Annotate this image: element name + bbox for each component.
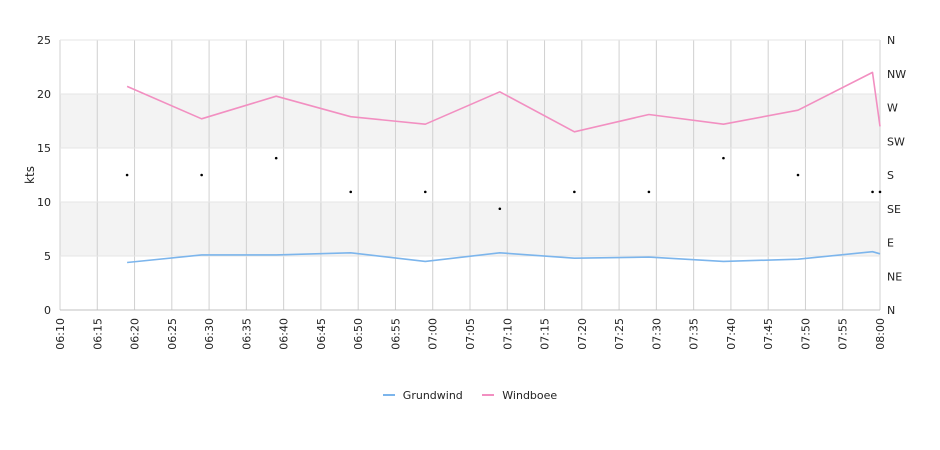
direction-point-9 <box>796 173 800 177</box>
x-tick-label-14: 07:20 <box>576 318 589 350</box>
direction-point-0 <box>125 173 129 177</box>
x-tick-label-10: 07:00 <box>427 318 440 350</box>
legend: Grundwind Windboee <box>0 386 940 402</box>
direction-point-1 <box>200 173 203 177</box>
direction-tick-label-1: NE <box>887 270 902 283</box>
y-tick-label-4: 20 <box>37 88 51 101</box>
legend-swatch-grundwind <box>382 394 395 396</box>
x-tick-label-5: 06:35 <box>240 318 253 350</box>
x-tick-label-4: 06:30 <box>203 318 216 350</box>
y-tick-label-5: 25 <box>37 34 51 47</box>
x-tick-label-8: 06:50 <box>352 318 365 350</box>
x-tick-label-16: 07:30 <box>650 318 663 350</box>
x-tick-label-19: 07:45 <box>762 318 775 350</box>
x-tick-label-9: 06:55 <box>389 318 402 350</box>
legend-swatch-windboee <box>482 394 495 396</box>
series-lines <box>126 71 881 264</box>
direction-tick-label-5: SW <box>887 135 905 148</box>
direction-tick-label-4: S <box>887 169 894 182</box>
direction-tick-label-7: NW <box>887 68 906 81</box>
direction-point-11 <box>878 190 882 194</box>
direction-tick-label-2: E <box>887 237 894 250</box>
direction-point-10 <box>871 190 874 194</box>
legend-item-windboee[interactable]: Windboee <box>482 389 557 402</box>
direction-point-7 <box>647 190 651 194</box>
x-tick-label-13: 07:15 <box>539 318 552 350</box>
x-tick-label-18: 07:40 <box>725 318 738 350</box>
direction-points <box>125 156 882 211</box>
direction-point-4 <box>423 190 427 194</box>
legend-item-grundwind[interactable]: Grundwind <box>382 388 463 402</box>
x-gridlines <box>59 40 881 310</box>
direction-point-2 <box>274 156 278 160</box>
y-tick-label-1: 5 <box>44 250 51 263</box>
x-tick-label-11: 07:05 <box>464 318 477 350</box>
x-tick-label-2: 06:20 <box>129 318 142 350</box>
direction-tick-label-3: SE <box>887 203 901 216</box>
direction-point-6 <box>573 190 576 194</box>
x-tick-label-21: 07:55 <box>837 318 850 350</box>
legend-label-windboee: Windboee <box>502 388 558 402</box>
x-tick-label-1: 06:15 <box>91 318 104 350</box>
x-tick-label-20: 07:50 <box>799 318 812 350</box>
series-line-grundwind <box>127 250 881 264</box>
direction-point-5 <box>498 207 502 211</box>
x-tick-label-15: 07:25 <box>613 318 626 350</box>
direction-tick-label-8: N <box>887 34 895 47</box>
x-tick-label-6: 06:40 <box>278 318 291 350</box>
y-tick-label-2: 10 <box>37 196 51 209</box>
x-tick-label-7: 06:45 <box>315 318 328 350</box>
y-tick-labels: 0 5 10 15 20 25 <box>37 34 51 317</box>
y-tick-label-0: 0 <box>44 304 51 317</box>
direction-tick-labels: N NE E SE S SW W NW N <box>887 34 906 317</box>
y-axis-label: kts <box>23 166 37 184</box>
direction-point-8 <box>722 156 725 160</box>
direction-tick-label-0: N <box>887 304 895 317</box>
legend-label-grundwind: Grundwind <box>402 388 463 402</box>
x-tick-label-0: 06:10 <box>54 318 67 350</box>
x-tick-label-22: 08:00 <box>874 318 887 350</box>
x-tick-label-3: 06:25 <box>166 318 179 350</box>
direction-point-3 <box>349 190 353 194</box>
x-tick-label-17: 07:35 <box>688 318 701 350</box>
direction-tick-label-6: W <box>887 102 898 115</box>
y-tick-label-3: 15 <box>37 142 51 155</box>
x-tick-label-12: 07:10 <box>501 318 514 350</box>
series-line-windboee <box>126 71 881 133</box>
x-tick-labels: 06:10 06:15 06:20 06:25 06:30 06:35 06:40 06:45… <box>54 318 887 350</box>
